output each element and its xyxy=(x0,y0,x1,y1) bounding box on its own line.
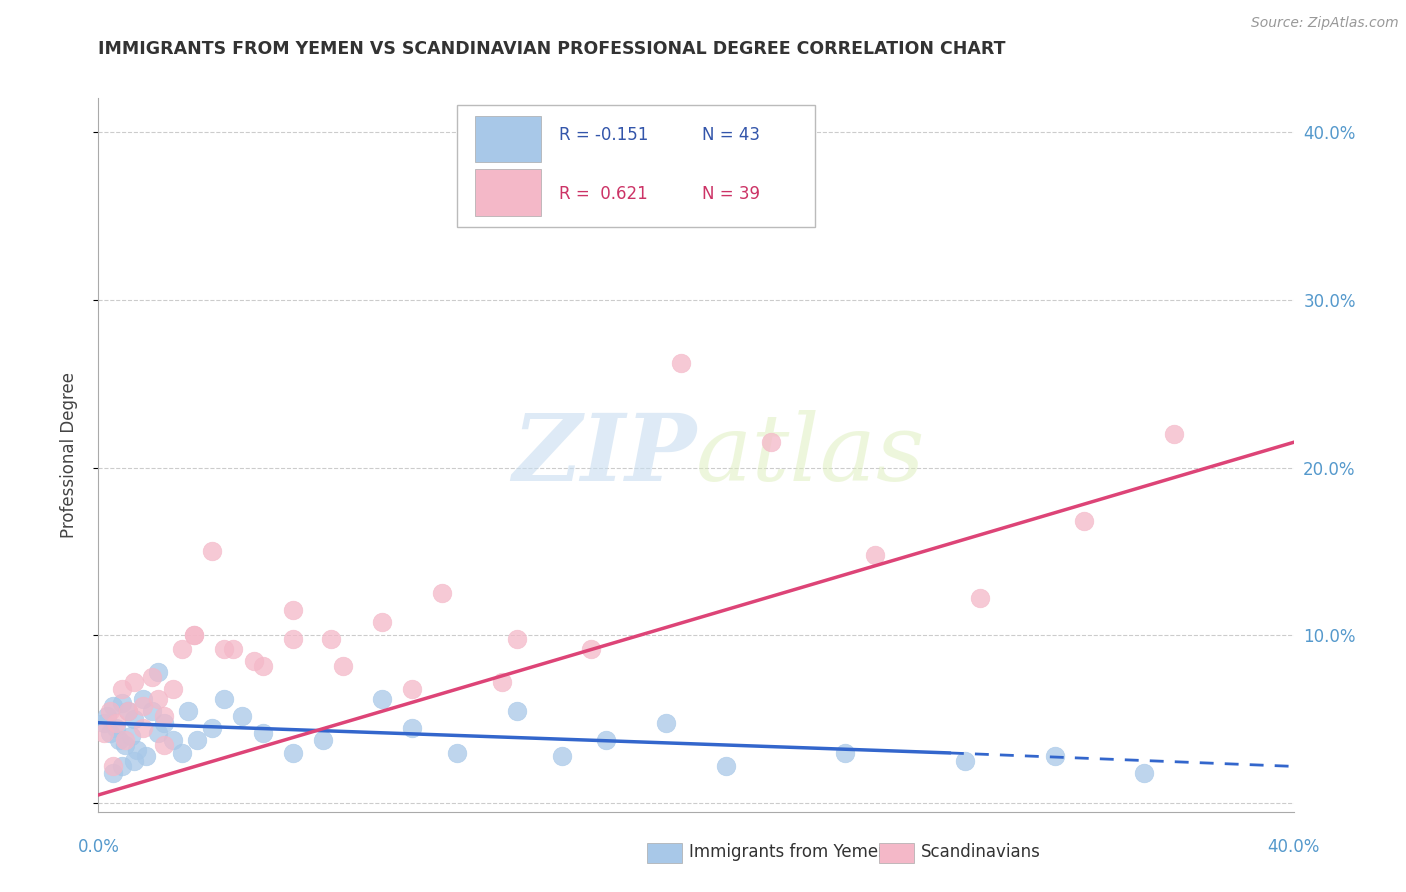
Point xyxy=(1043,749,1066,764)
Point xyxy=(114,732,136,747)
Point xyxy=(669,356,692,370)
Point xyxy=(114,738,136,752)
Point xyxy=(124,675,146,690)
Point xyxy=(103,698,125,713)
Text: 0.0%: 0.0% xyxy=(77,838,120,855)
Text: N = 43: N = 43 xyxy=(702,126,761,144)
Point xyxy=(148,665,170,680)
Point xyxy=(93,715,115,730)
Point xyxy=(162,682,184,697)
Point xyxy=(332,658,354,673)
Point xyxy=(117,704,139,718)
Point xyxy=(111,682,134,697)
Point xyxy=(321,632,343,646)
Point xyxy=(124,755,146,769)
Point xyxy=(132,698,155,713)
Text: Immigrants from Yemen: Immigrants from Yemen xyxy=(689,843,889,861)
Y-axis label: Professional Degree: Professional Degree xyxy=(59,372,77,538)
Point xyxy=(212,692,235,706)
Point xyxy=(105,715,128,730)
Point xyxy=(132,692,155,706)
Point xyxy=(371,692,394,706)
Point xyxy=(243,654,266,668)
Point xyxy=(953,755,976,769)
Point xyxy=(117,704,139,718)
Text: Scandinavians: Scandinavians xyxy=(921,843,1040,861)
Point xyxy=(581,641,603,656)
Text: IMMIGRANTS FROM YEMEN VS SCANDINAVIAN PROFESSIONAL DEGREE CORRELATION CHART: IMMIGRANTS FROM YEMEN VS SCANDINAVIAN PR… xyxy=(98,40,1005,58)
Point xyxy=(100,704,122,718)
Point xyxy=(153,738,176,752)
Point xyxy=(550,749,572,764)
Point xyxy=(96,709,118,723)
Point xyxy=(371,615,394,629)
Point xyxy=(177,704,200,718)
Point xyxy=(111,759,134,773)
Point xyxy=(172,641,194,656)
Text: atlas: atlas xyxy=(696,410,925,500)
Point xyxy=(252,726,274,740)
Point xyxy=(506,632,529,646)
Point xyxy=(124,712,146,726)
Point xyxy=(655,715,678,730)
Point xyxy=(281,746,304,760)
Point xyxy=(281,603,304,617)
Bar xyxy=(475,169,540,216)
Point xyxy=(103,766,125,780)
Text: ZIP: ZIP xyxy=(512,410,696,500)
Point xyxy=(201,721,224,735)
Point xyxy=(311,732,333,747)
Text: N = 39: N = 39 xyxy=(702,186,761,203)
Point xyxy=(120,729,142,743)
Point xyxy=(595,732,617,747)
Point xyxy=(127,742,149,756)
Point xyxy=(148,692,170,706)
Text: 40.0%: 40.0% xyxy=(1267,838,1320,855)
Point xyxy=(162,732,184,747)
Point xyxy=(969,591,991,606)
FancyBboxPatch shape xyxy=(457,105,815,227)
Point xyxy=(430,586,453,600)
Point xyxy=(186,732,208,747)
Point xyxy=(212,641,235,656)
Text: R = -0.151: R = -0.151 xyxy=(558,126,648,144)
Point xyxy=(132,721,155,735)
Point xyxy=(183,628,205,642)
Point xyxy=(105,721,128,735)
Point xyxy=(231,709,253,723)
Point xyxy=(1073,514,1095,528)
Point xyxy=(1133,766,1156,780)
Point xyxy=(172,746,194,760)
Point xyxy=(401,682,423,697)
Point xyxy=(759,435,782,450)
Point xyxy=(135,749,157,764)
Point xyxy=(222,641,245,656)
Text: Source: ZipAtlas.com: Source: ZipAtlas.com xyxy=(1251,16,1399,29)
Point xyxy=(148,726,170,740)
Point xyxy=(281,632,304,646)
Point xyxy=(100,726,122,740)
Point xyxy=(506,704,529,718)
Bar xyxy=(475,116,540,162)
Point xyxy=(834,746,856,760)
Point xyxy=(153,715,176,730)
Point xyxy=(491,675,513,690)
Point xyxy=(153,709,176,723)
Point xyxy=(401,721,423,735)
Point xyxy=(93,726,115,740)
Point xyxy=(201,544,224,558)
Point xyxy=(111,696,134,710)
Point xyxy=(865,548,887,562)
Point xyxy=(108,732,131,747)
Point xyxy=(1163,426,1185,441)
Text: R =  0.621: R = 0.621 xyxy=(558,186,647,203)
Point xyxy=(446,746,468,760)
Point xyxy=(252,658,274,673)
Point xyxy=(141,704,163,718)
Point xyxy=(103,759,125,773)
Point xyxy=(183,628,205,642)
Point xyxy=(714,759,737,773)
Point xyxy=(141,670,163,684)
